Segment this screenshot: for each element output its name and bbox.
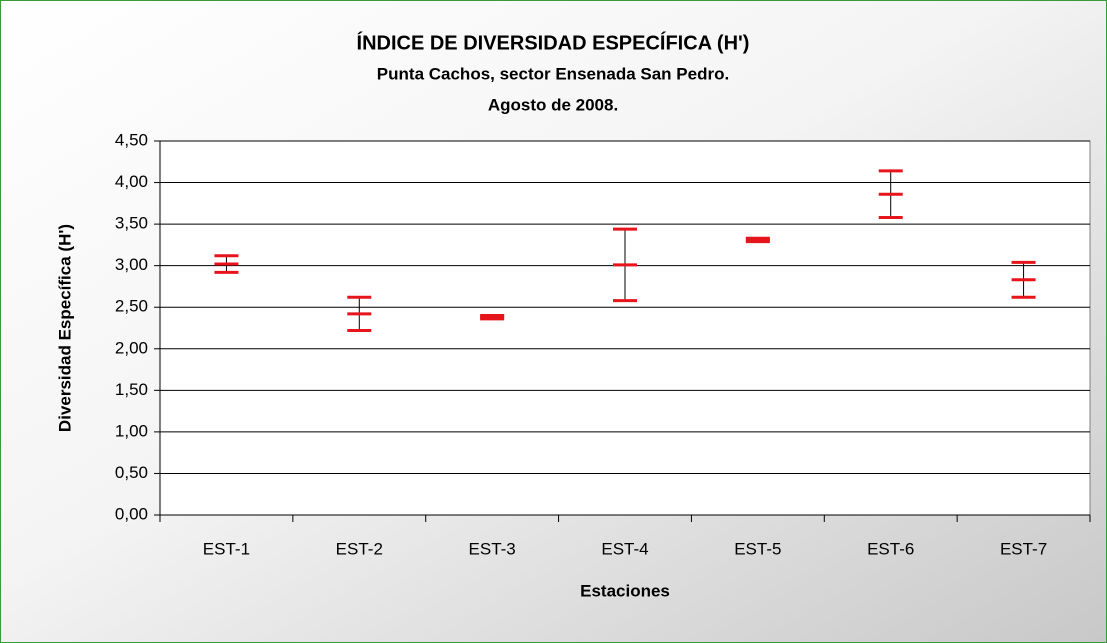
y-tick-label: 3,00 <box>115 255 148 274</box>
x-tick-label: EST-2 <box>336 539 383 558</box>
y-axis-label: Diversidad Específica (H') <box>55 224 74 432</box>
chart-title: ÍNDICE DE DIVERSIDAD ESPECÍFICA (H') <box>357 31 750 54</box>
y-tick-label: 0,50 <box>115 463 148 482</box>
y-tick-label: 0,00 <box>115 504 148 523</box>
x-tick-label: EST-4 <box>601 539 648 558</box>
y-tick-label: 4,50 <box>115 130 148 149</box>
x-tick-label: EST-6 <box>867 539 914 558</box>
y-tick-label: 2,50 <box>115 297 148 316</box>
chart-subtitle: Agosto de 2008. <box>488 95 618 114</box>
y-tick-label: 1,00 <box>115 421 148 440</box>
x-tick-label: EST-5 <box>734 539 781 558</box>
x-axis-label: Estaciones <box>580 581 670 600</box>
y-tick-label: 2,00 <box>115 338 148 357</box>
x-tick-label: EST-3 <box>469 539 516 558</box>
y-tick-label: 4,00 <box>115 172 148 191</box>
x-tick-label: EST-1 <box>203 539 250 558</box>
y-tick-label: 3,50 <box>115 214 148 233</box>
y-tick-label: 1,50 <box>115 380 148 399</box>
chart-subtitle: Punta Cachos, sector Ensenada San Pedro. <box>377 64 729 83</box>
x-tick-label: EST-7 <box>1000 539 1047 558</box>
plot-area <box>159 140 1091 516</box>
